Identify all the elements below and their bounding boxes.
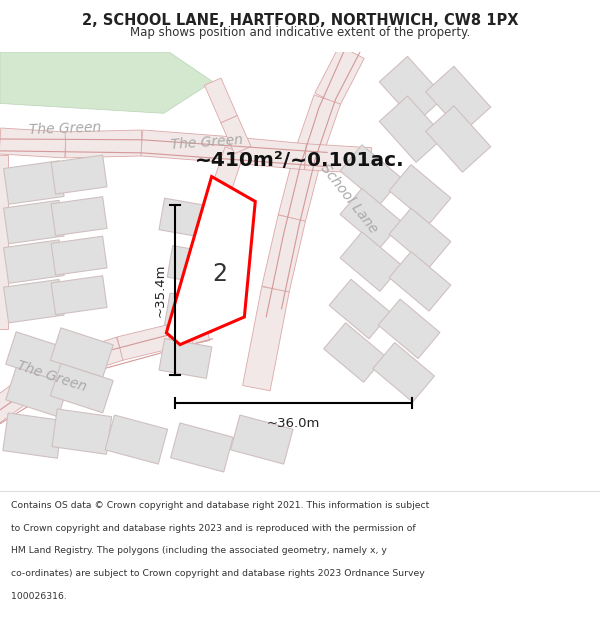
Polygon shape [27,354,76,395]
Polygon shape [51,197,107,236]
Polygon shape [389,164,451,224]
Polygon shape [209,147,244,201]
Polygon shape [379,56,445,122]
Polygon shape [379,96,445,162]
Polygon shape [51,155,107,194]
Polygon shape [170,423,233,472]
Polygon shape [389,208,451,268]
Polygon shape [65,130,142,158]
Polygon shape [205,78,238,123]
Polygon shape [167,246,220,286]
Polygon shape [141,130,236,163]
Polygon shape [340,232,402,291]
Text: The Green: The Green [15,358,88,394]
Polygon shape [181,248,212,307]
Polygon shape [0,155,8,329]
Polygon shape [373,342,434,402]
Polygon shape [278,151,322,222]
Polygon shape [233,137,307,170]
Polygon shape [340,188,402,248]
Polygon shape [0,52,213,113]
Polygon shape [67,337,124,376]
Polygon shape [170,303,200,355]
Polygon shape [340,145,402,204]
Polygon shape [378,299,440,359]
Polygon shape [329,279,391,339]
Polygon shape [167,317,210,349]
Polygon shape [164,293,217,333]
Polygon shape [51,236,107,275]
Polygon shape [159,198,212,238]
Text: co-ordinates) are subject to Crown copyright and database rights 2023 Ordnance S: co-ordinates) are subject to Crown copyr… [11,569,425,578]
Polygon shape [305,144,371,174]
Text: Contains OS data © Crown copyright and database right 2021. This information is : Contains OS data © Crown copyright and d… [11,501,429,510]
Text: School Lane: School Lane [318,161,380,236]
Polygon shape [324,322,385,382]
Polygon shape [0,374,40,426]
Polygon shape [3,413,62,458]
Polygon shape [0,128,66,158]
Polygon shape [105,415,167,464]
Text: The Green: The Green [170,134,244,152]
Polygon shape [389,252,451,311]
Text: to Crown copyright and database rights 2023 and is reproduced with the permissio: to Crown copyright and database rights 2… [11,524,415,532]
Text: 2: 2 [212,262,227,286]
Text: Map shows position and indicative extent of the property.: Map shows position and indicative extent… [130,26,470,39]
Text: HM Land Registry. The polygons (including the associated geometry, namely x, y: HM Land Registry. The polygons (includin… [11,546,386,556]
Polygon shape [5,368,68,417]
Polygon shape [51,276,107,314]
Polygon shape [4,161,64,204]
Polygon shape [295,95,341,159]
Polygon shape [159,339,212,378]
Polygon shape [230,415,293,464]
Polygon shape [4,201,64,244]
Polygon shape [52,409,112,454]
Polygon shape [262,215,305,292]
Polygon shape [50,364,113,413]
Text: The Green: The Green [29,121,102,138]
Polygon shape [425,66,491,132]
Polygon shape [192,195,228,252]
Polygon shape [221,116,251,154]
Polygon shape [166,177,255,344]
Polygon shape [5,332,68,381]
Text: ~410m²/~0.101ac.: ~410m²/~0.101ac. [195,151,405,170]
Text: 100026316.: 100026316. [11,592,67,601]
Polygon shape [50,328,113,378]
Polygon shape [315,46,364,106]
Text: ~35.4m: ~35.4m [154,263,167,317]
Polygon shape [425,106,491,172]
Polygon shape [4,279,64,323]
Polygon shape [117,325,172,360]
Text: 2, SCHOOL LANE, HARTFORD, NORTHWICH, CW8 1PX: 2, SCHOOL LANE, HARTFORD, NORTHWICH, CW8… [82,13,518,28]
Polygon shape [242,287,289,391]
Polygon shape [4,240,64,283]
Text: ~36.0m: ~36.0m [267,417,320,430]
